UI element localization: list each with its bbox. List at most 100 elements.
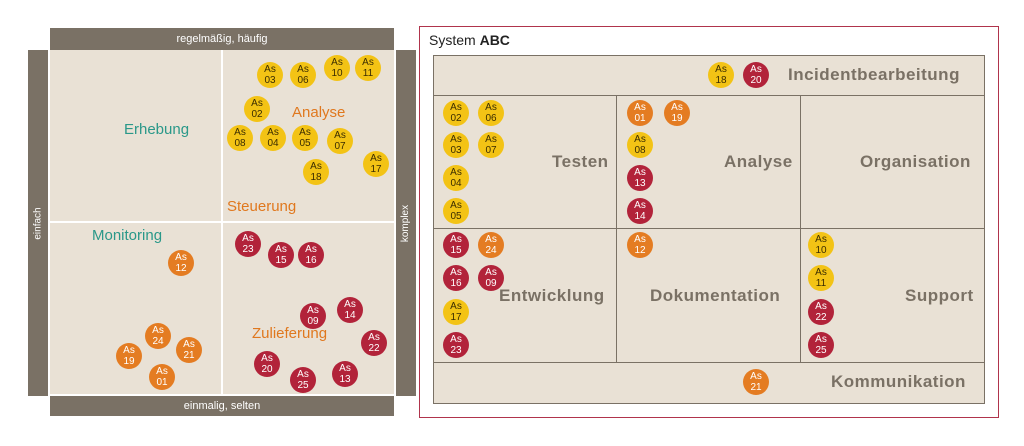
asset-badge-prefix: As: [175, 252, 187, 263]
asset-badge-prefix: As: [815, 334, 827, 345]
asset-badge-prefix: As: [634, 200, 646, 211]
matrix-asset-badge-11: As 11: [355, 55, 381, 81]
system-asset-badge-16: As 16: [443, 265, 469, 291]
system-asset-badge-01: As 01: [627, 100, 653, 126]
cell-label-organisation: Organisation: [860, 152, 971, 171]
grid-line-h2: [433, 228, 985, 229]
right-axis-bar: komplex: [396, 50, 416, 396]
asset-badge-number: 08: [634, 145, 646, 156]
asset-badge-prefix: As: [370, 153, 382, 164]
cell-label-incidentbearbeitung: Incidentbearbeitung: [788, 65, 960, 84]
asset-badge-number: 20: [750, 75, 762, 86]
system-title-name: ABC: [479, 32, 510, 48]
asset-badge-number: 23: [450, 345, 462, 356]
asset-badge-number: 07: [485, 145, 497, 156]
matrix-asset-badge-09: As 09: [300, 303, 326, 329]
system-asset-badge-20: As 20: [743, 62, 769, 88]
grid-line-v1: [616, 95, 617, 362]
system-asset-badge-18: As 18: [708, 62, 734, 88]
left-axis-label: einfach: [32, 206, 44, 240]
asset-badge-number: 04: [450, 178, 462, 189]
asset-badge-prefix: As: [450, 102, 462, 113]
system-asset-badge-07: As 07: [478, 132, 504, 158]
asset-badge-number: 04: [267, 138, 279, 149]
asset-badge-prefix: As: [450, 200, 462, 211]
matrix-asset-badge-14: As 14: [337, 297, 363, 323]
matrix-asset-badge-01: As 01: [149, 364, 175, 390]
matrix-asset-badge-18: As 18: [303, 159, 329, 185]
system-asset-badge-06: As 06: [478, 100, 504, 126]
quadrant-label-erhebung: Erhebung: [124, 121, 190, 138]
matrix-asset-badge-13: As 13: [332, 361, 358, 387]
asset-badge-prefix: As: [305, 244, 317, 255]
asset-badge-number: 05: [450, 211, 462, 222]
bottom-axis-label: einmalig, selten: [183, 400, 261, 412]
asset-badge-number: 24: [485, 245, 497, 256]
cell-label-support: Support: [905, 286, 974, 305]
asset-badge-number: 19: [671, 113, 683, 124]
asset-badge-number: 03: [450, 145, 462, 156]
system-asset-badge-21: As 21: [743, 369, 769, 395]
grid-line-h3: [433, 362, 985, 363]
top-axis-label: regelmäßig, häufig: [176, 33, 268, 45]
cell-label-dokumentation: Dokumentation: [650, 286, 781, 305]
asset-badge-prefix: As: [331, 57, 343, 68]
system-title-prefix: System: [429, 32, 476, 48]
right-axis-label: komplex: [400, 204, 412, 242]
matrix-asset-badge-16: As 16: [298, 242, 324, 268]
asset-badge-number: 18: [715, 75, 727, 86]
asset-badge-prefix: As: [368, 332, 380, 343]
system-asset-badge-19: As 19: [664, 100, 690, 126]
system-area-grid: [433, 55, 985, 404]
matrix-asset-badge-03: As 03: [257, 62, 283, 88]
asset-badge-prefix: As: [815, 267, 827, 278]
cell-label-kommunikation: Kommunikation: [831, 372, 966, 391]
system-title: System ABC: [429, 32, 510, 48]
asset-badge-number: 25: [297, 380, 309, 391]
matrix-asset-badge-04: As 04: [260, 125, 286, 151]
asset-badge-prefix: As: [242, 233, 254, 244]
asset-badge-prefix: As: [251, 98, 263, 109]
system-asset-badge-05: As 05: [443, 198, 469, 224]
asset-badge-prefix: As: [344, 299, 356, 310]
system-asset-badge-08: As 08: [627, 132, 653, 158]
asset-badge-prefix: As: [152, 325, 164, 336]
matrix-asset-badge-21: As 21: [176, 337, 202, 363]
asset-badge-number: 23: [242, 244, 254, 255]
system-asset-badge-24: As 24: [478, 232, 504, 258]
asset-badge-prefix: As: [634, 134, 646, 145]
asset-badge-number: 25: [815, 345, 827, 356]
matrix-asset-badge-10: As 10: [324, 55, 350, 81]
asset-badge-prefix: As: [485, 134, 497, 145]
asset-badge-number: 09: [485, 278, 497, 289]
system-asset-badge-04: As 04: [443, 165, 469, 191]
asset-badge-number: 15: [450, 245, 462, 256]
asset-badge-prefix: As: [156, 366, 168, 377]
asset-badge-prefix: As: [671, 102, 683, 113]
asset-badge-prefix: As: [267, 127, 279, 138]
asset-badge-number: 10: [815, 245, 827, 256]
asset-badge-number: 17: [370, 164, 382, 175]
matrix-asset-badge-08: As 08: [227, 125, 253, 151]
quadrant-label-zulieferung: Zulieferung: [252, 325, 328, 342]
asset-badge-number: 06: [485, 113, 497, 124]
asset-badge-number: 10: [331, 68, 343, 79]
matrix-asset-badge-17: As 17: [363, 151, 389, 177]
asset-badge-number: 15: [275, 255, 287, 266]
system-asset-badge-17: As 17: [443, 299, 469, 325]
asset-badge-number: 22: [815, 312, 827, 323]
asset-badge-prefix: As: [815, 234, 827, 245]
system-asset-badge-14: As 14: [627, 198, 653, 224]
matrix-asset-badge-22: As 22: [361, 330, 387, 356]
system-asset-badge-12: As 12: [627, 232, 653, 258]
asset-badge-number: 08: [234, 138, 246, 149]
asset-badge-number: 21: [750, 382, 762, 393]
asset-badge-prefix: As: [234, 127, 246, 138]
asset-badge-number: 18: [310, 172, 322, 183]
quadrant-label-monitoring: Monitoring: [92, 227, 163, 244]
system-asset-badge-23: As 23: [443, 332, 469, 358]
asset-badge-prefix: As: [297, 64, 309, 75]
system-asset-badge-11: As 11: [808, 265, 834, 291]
asset-badge-number: 19: [123, 356, 135, 367]
matrix-asset-badge-25: As 25: [290, 367, 316, 393]
